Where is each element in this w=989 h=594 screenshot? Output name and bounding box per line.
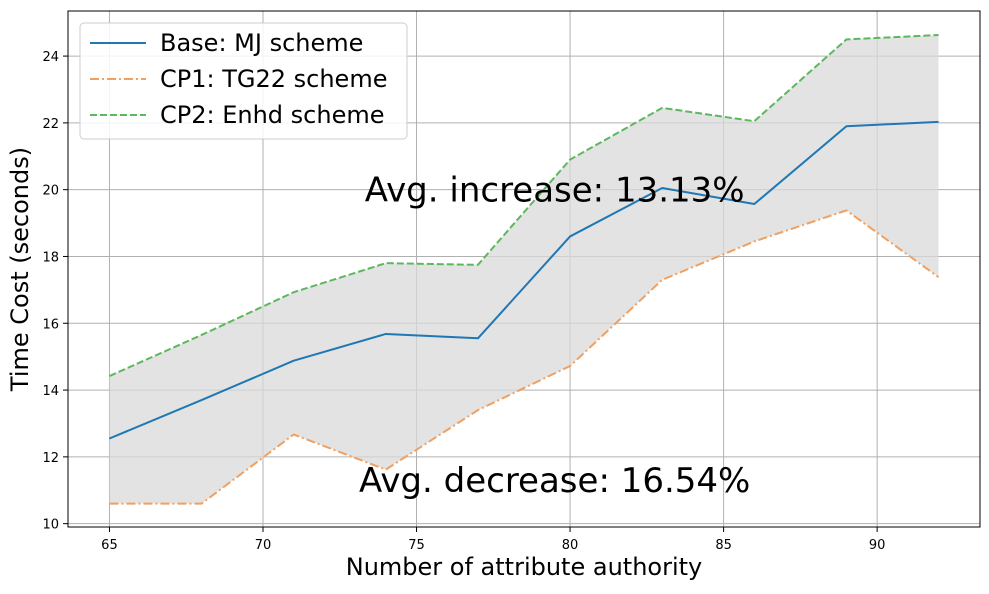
y-tick-label: 24 xyxy=(42,50,59,65)
series-line-3 xyxy=(109,34,939,377)
y-tick-label: 16 xyxy=(42,317,59,332)
x-axis-label: Number of attribute authority xyxy=(346,553,702,581)
shaded-range-area xyxy=(109,35,939,504)
x-tick-label: 85 xyxy=(715,538,732,553)
annotation-decrease: Avg. decrease: 16.54% xyxy=(359,461,750,501)
x-tick-label: 90 xyxy=(869,538,886,553)
x-tick-label: 70 xyxy=(255,538,272,553)
legend: Base: MJ scheme CP1: TG22 scheme CP2: Enhd… xyxy=(79,22,408,140)
fill-area xyxy=(109,35,939,504)
annotation-increase: Avg. increase: 13.13% xyxy=(365,171,745,211)
series-line-1 xyxy=(109,120,939,440)
y-tick-label: 18 xyxy=(42,250,59,265)
legend-box xyxy=(79,22,408,140)
x-tick-label: 65 xyxy=(101,538,118,553)
y-tick-label: 10 xyxy=(42,518,59,533)
y-tick-label: 22 xyxy=(42,117,59,132)
axis-ticks: 65 70 75 80 85 90 10 12 14 16 18 20 22 24 xyxy=(42,50,885,553)
y-tick-label: 14 xyxy=(42,384,59,399)
legend-label-2: CP1: TG22 scheme xyxy=(160,65,387,93)
x-tick-label: 75 xyxy=(408,538,425,553)
plot-frame xyxy=(67,10,981,528)
legend-label-1: Base: MJ scheme xyxy=(160,29,363,57)
annotations: Avg. increase: 13.13% Avg. decrease: 16.5… xyxy=(359,171,750,502)
y-axis-label: Time Cost (seconds) xyxy=(6,147,34,392)
y-tick-label: 20 xyxy=(42,184,59,199)
y-tick-label: 12 xyxy=(42,451,59,466)
series-lines xyxy=(109,34,940,505)
legend-label-3: CP2: Enhd scheme xyxy=(160,101,384,129)
x-tick-label: 80 xyxy=(562,538,579,553)
series-line-2 xyxy=(109,209,940,505)
